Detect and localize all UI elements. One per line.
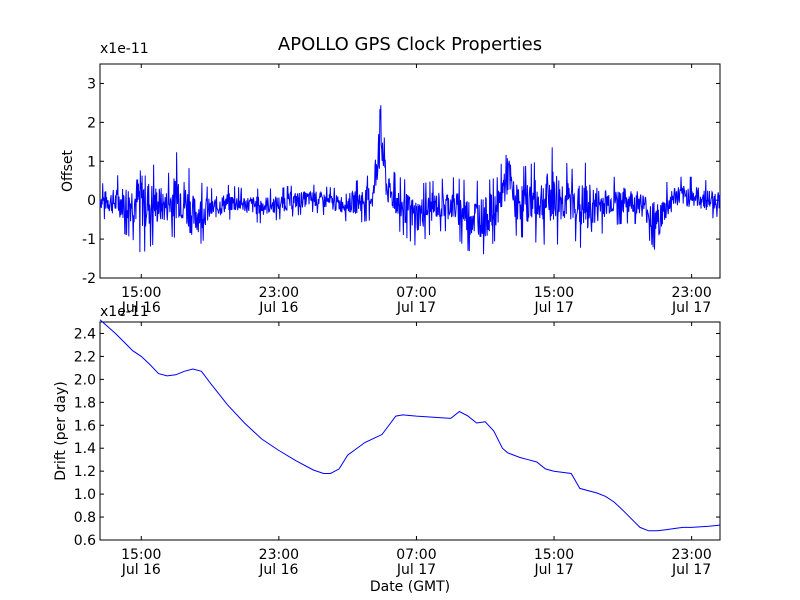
x-tick-time-label: 07:00 — [396, 285, 436, 301]
y-tick-label: 2.2 — [74, 349, 96, 365]
x-tick-time-label: 15:00 — [534, 547, 574, 563]
y-tick-label: 0 — [87, 193, 96, 209]
y-tick-label: -2 — [82, 271, 96, 287]
y-tick-label: 0.6 — [74, 533, 96, 549]
offset-series-line — [99, 105, 721, 255]
x-tick-time-label: 23:00 — [671, 285, 711, 301]
x-tick-time-label: 23:00 — [259, 547, 299, 563]
drift-series-line — [99, 319, 721, 532]
y-tick-label: 2.0 — [74, 372, 96, 388]
x-tick-date-label: Jul 16 — [121, 562, 161, 578]
x-tick-time-label: 07:00 — [396, 547, 436, 563]
drift-plot-frame — [99, 321, 721, 541]
drift-y-ticks: 0.6 0.8 1.0 1.2 1.4 1.6 1.8 2.0 2.2 2.4 — [74, 326, 720, 549]
y-tick-label: 1.8 — [74, 395, 96, 411]
drift-ylabel: Drift (per day) — [53, 381, 69, 480]
x-tick-date-label: Jul 16 — [258, 562, 298, 578]
x-tick-time-label: 15:00 — [534, 285, 574, 301]
y-tick-label: 3 — [87, 76, 96, 92]
y-tick-label: 0.8 — [74, 510, 96, 526]
x-tick-date-label: Jul 17 — [396, 562, 436, 578]
x-tick-date-label: Jul 16 — [258, 300, 298, 316]
x-tick-date-label: Jul 17 — [396, 300, 436, 316]
y-tick-label: 2 — [87, 115, 96, 131]
offset-ylabel: Offset — [60, 149, 76, 192]
x-tick-date-label: Jul 16 — [121, 300, 161, 316]
x-tick-date-label: Jul 17 — [533, 300, 573, 316]
x-tick-time-label: 15:00 — [121, 547, 161, 563]
drift-axes: x1e-11 Drift (per day) 0.6 0.8 1.0 1.2 1.4 1.… — [53, 304, 721, 578]
x-tick-date-label: Jul 17 — [671, 562, 711, 578]
x-tick-date-label: Jul 17 — [671, 300, 711, 316]
offset-plot-frame — [99, 63, 721, 279]
figure-title: APOLLO GPS Clock Properties — [278, 34, 542, 55]
offset-scale-label: x1e-11 — [100, 41, 149, 57]
drift-scale-label: x1e-11 — [100, 304, 149, 320]
y-tick-label: 2.4 — [74, 326, 96, 342]
x-tick-time-label: 23:00 — [259, 285, 299, 301]
y-tick-label: 1.0 — [74, 487, 96, 503]
y-tick-label: 1.6 — [74, 418, 96, 434]
x-tick-date-label: Jul 17 — [533, 562, 573, 578]
y-tick-label: 1.2 — [74, 464, 96, 480]
y-tick-label: 1 — [87, 154, 96, 170]
y-tick-label: 1.4 — [74, 441, 96, 457]
y-tick-label: -1 — [82, 232, 96, 248]
offset-y-ticks: -2 -1 0 1 2 3 — [82, 76, 720, 287]
x-tick-time-label: 23:00 — [671, 547, 711, 563]
x-axis-label: Date (GMT) — [370, 579, 450, 595]
x-tick-time-label: 15:00 — [121, 285, 161, 301]
